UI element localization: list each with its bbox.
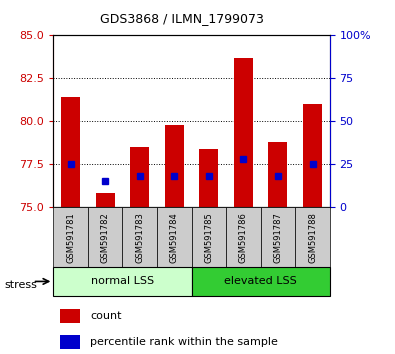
Text: GSM591786: GSM591786: [239, 212, 248, 263]
Text: percentile rank within the sample: percentile rank within the sample: [90, 337, 278, 347]
Text: count: count: [90, 311, 122, 321]
Bar: [165, 125, 184, 207]
Bar: [53, 207, 88, 267]
Bar: [303, 104, 322, 207]
Bar: [295, 207, 330, 267]
Bar: [122, 207, 157, 267]
Bar: [96, 193, 115, 207]
Text: GSM591784: GSM591784: [170, 212, 179, 263]
Bar: [192, 207, 226, 267]
Text: normal LSS: normal LSS: [91, 276, 154, 286]
Text: GSM591788: GSM591788: [308, 212, 317, 263]
Bar: [234, 58, 253, 207]
Bar: [88, 207, 122, 267]
Text: GSM591782: GSM591782: [101, 212, 110, 263]
Bar: [192, 267, 330, 296]
Text: GSM591781: GSM591781: [66, 212, 75, 263]
Bar: [199, 149, 218, 207]
Bar: [60, 335, 80, 349]
Text: GDS3868 / ILMN_1799073: GDS3868 / ILMN_1799073: [100, 12, 263, 25]
Text: stress: stress: [4, 280, 37, 290]
Text: GSM591783: GSM591783: [135, 212, 144, 263]
Bar: [226, 207, 261, 267]
Bar: [261, 207, 295, 267]
Bar: [60, 309, 80, 323]
Text: elevated LSS: elevated LSS: [224, 276, 297, 286]
Text: GSM591785: GSM591785: [204, 212, 213, 263]
Bar: [61, 97, 80, 207]
Bar: [130, 147, 149, 207]
Bar: [157, 207, 192, 267]
Bar: [269, 142, 288, 207]
Text: GSM591787: GSM591787: [273, 212, 282, 263]
Bar: [53, 267, 192, 296]
